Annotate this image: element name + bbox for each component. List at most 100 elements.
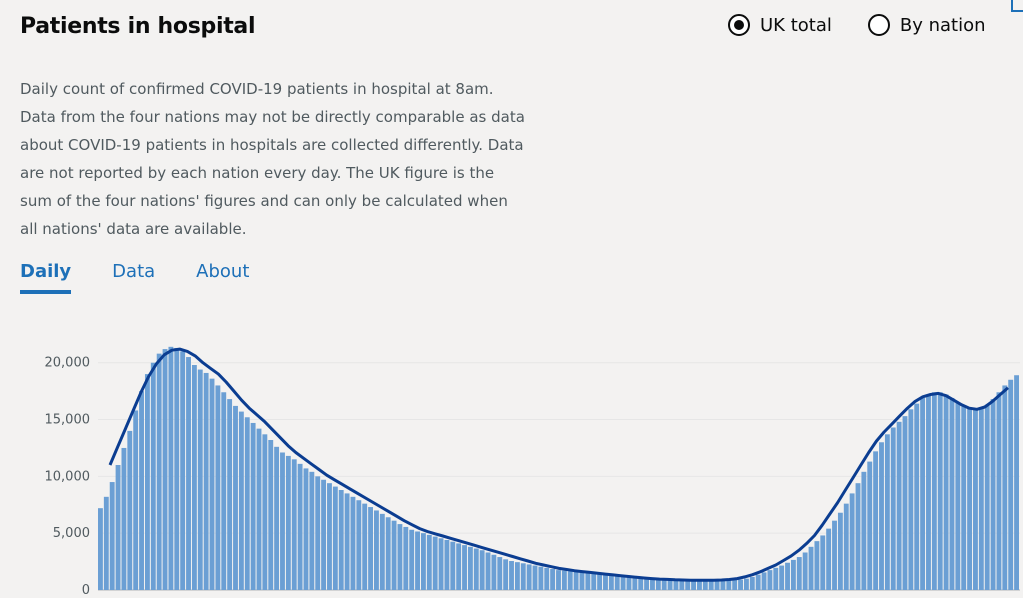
bar[interactable] bbox=[150, 362, 156, 590]
bar[interactable] bbox=[162, 349, 168, 590]
bar[interactable] bbox=[655, 578, 661, 590]
bar[interactable] bbox=[332, 486, 338, 590]
bar[interactable] bbox=[297, 463, 303, 590]
bar[interactable] bbox=[679, 579, 685, 590]
bar[interactable] bbox=[244, 417, 250, 590]
radio-unselected-icon[interactable] bbox=[867, 14, 890, 36]
bar[interactable] bbox=[843, 503, 849, 590]
bar[interactable] bbox=[115, 465, 121, 590]
bar[interactable] bbox=[702, 580, 708, 590]
bar[interactable] bbox=[632, 577, 638, 591]
bar[interactable] bbox=[221, 392, 227, 590]
bar[interactable] bbox=[197, 369, 203, 590]
bar[interactable] bbox=[139, 391, 144, 590]
bar[interactable] bbox=[385, 517, 391, 590]
bar[interactable] bbox=[121, 447, 127, 590]
bar[interactable] bbox=[749, 576, 755, 590]
bar[interactable] bbox=[837, 512, 843, 590]
bar[interactable] bbox=[779, 565, 785, 590]
bar[interactable] bbox=[274, 446, 280, 590]
bar[interactable] bbox=[291, 459, 297, 590]
bar[interactable] bbox=[467, 546, 473, 590]
bar[interactable] bbox=[338, 490, 344, 590]
bar[interactable] bbox=[473, 548, 479, 590]
bar[interactable] bbox=[514, 562, 520, 590]
bar[interactable] bbox=[849, 493, 855, 590]
bar[interactable] bbox=[327, 483, 332, 590]
bar[interactable] bbox=[714, 580, 720, 590]
bar[interactable] bbox=[573, 571, 579, 590]
bar[interactable] bbox=[215, 385, 221, 590]
bar[interactable] bbox=[180, 351, 186, 590]
bar[interactable] bbox=[491, 554, 497, 590]
bar[interactable] bbox=[303, 468, 309, 590]
bar[interactable] bbox=[497, 557, 503, 590]
bar[interactable] bbox=[479, 550, 485, 590]
bar[interactable] bbox=[673, 579, 679, 590]
bar[interactable] bbox=[914, 403, 920, 590]
bar[interactable] bbox=[691, 579, 696, 590]
bar[interactable] bbox=[209, 378, 215, 590]
bar[interactable] bbox=[826, 528, 832, 590]
bar[interactable] bbox=[456, 543, 462, 590]
bar[interactable] bbox=[285, 455, 291, 590]
bar[interactable] bbox=[438, 538, 444, 590]
tab-about[interactable]: About bbox=[196, 261, 250, 282]
bar[interactable] bbox=[832, 520, 837, 590]
tab-data[interactable]: Data bbox=[112, 261, 156, 282]
bar[interactable] bbox=[168, 346, 174, 590]
bar[interactable] bbox=[961, 405, 967, 590]
bar[interactable] bbox=[597, 574, 603, 590]
bar[interactable] bbox=[532, 565, 538, 590]
bar[interactable] bbox=[926, 394, 931, 590]
bar[interactable] bbox=[767, 570, 773, 590]
bar[interactable] bbox=[374, 510, 379, 590]
bar[interactable] bbox=[943, 394, 949, 590]
bar[interactable] bbox=[538, 566, 544, 590]
bar[interactable] bbox=[321, 479, 327, 590]
bar[interactable] bbox=[127, 430, 133, 590]
bar[interactable] bbox=[485, 552, 491, 591]
bar[interactable] bbox=[697, 580, 702, 590]
bar[interactable] bbox=[920, 397, 926, 590]
bar[interactable] bbox=[644, 578, 650, 590]
bar[interactable] bbox=[785, 562, 790, 590]
bar[interactable] bbox=[262, 434, 268, 590]
bar[interactable] bbox=[144, 374, 150, 590]
bar[interactable] bbox=[620, 576, 626, 590]
bar[interactable] bbox=[902, 416, 908, 590]
bar[interactable] bbox=[890, 427, 896, 591]
bar[interactable] bbox=[685, 579, 691, 590]
bar[interactable] bbox=[614, 575, 620, 590]
bar[interactable] bbox=[1008, 379, 1014, 590]
tab-daily[interactable]: Daily bbox=[20, 261, 72, 294]
bar[interactable] bbox=[931, 392, 937, 590]
bar[interactable] bbox=[796, 557, 802, 590]
bar[interactable] bbox=[156, 353, 162, 590]
bar[interactable] bbox=[309, 471, 315, 590]
bar[interactable] bbox=[949, 397, 955, 590]
bar[interactable] bbox=[908, 409, 914, 590]
bar[interactable] bbox=[186, 357, 191, 590]
bar[interactable] bbox=[608, 575, 614, 590]
bar[interactable] bbox=[432, 536, 438, 590]
bar[interactable] bbox=[227, 399, 233, 590]
bar[interactable] bbox=[937, 392, 943, 590]
bar[interactable] bbox=[544, 567, 550, 590]
bar[interactable] bbox=[368, 507, 374, 590]
bar[interactable] bbox=[661, 578, 667, 590]
bar[interactable] bbox=[984, 404, 990, 590]
bar[interactable] bbox=[103, 496, 109, 590]
bar[interactable] bbox=[233, 405, 238, 590]
bar[interactable] bbox=[256, 428, 262, 590]
bar[interactable] bbox=[503, 559, 509, 590]
bar[interactable] bbox=[362, 503, 368, 590]
radio-by-nation[interactable]: By nation bbox=[867, 14, 986, 36]
bar[interactable] bbox=[955, 402, 961, 591]
bar[interactable] bbox=[174, 347, 180, 590]
bar[interactable] bbox=[1014, 375, 1019, 590]
expand-icon[interactable] bbox=[1011, 0, 1023, 12]
bar[interactable] bbox=[109, 482, 115, 590]
bar[interactable] bbox=[996, 392, 1002, 590]
bar[interactable] bbox=[1002, 385, 1008, 590]
